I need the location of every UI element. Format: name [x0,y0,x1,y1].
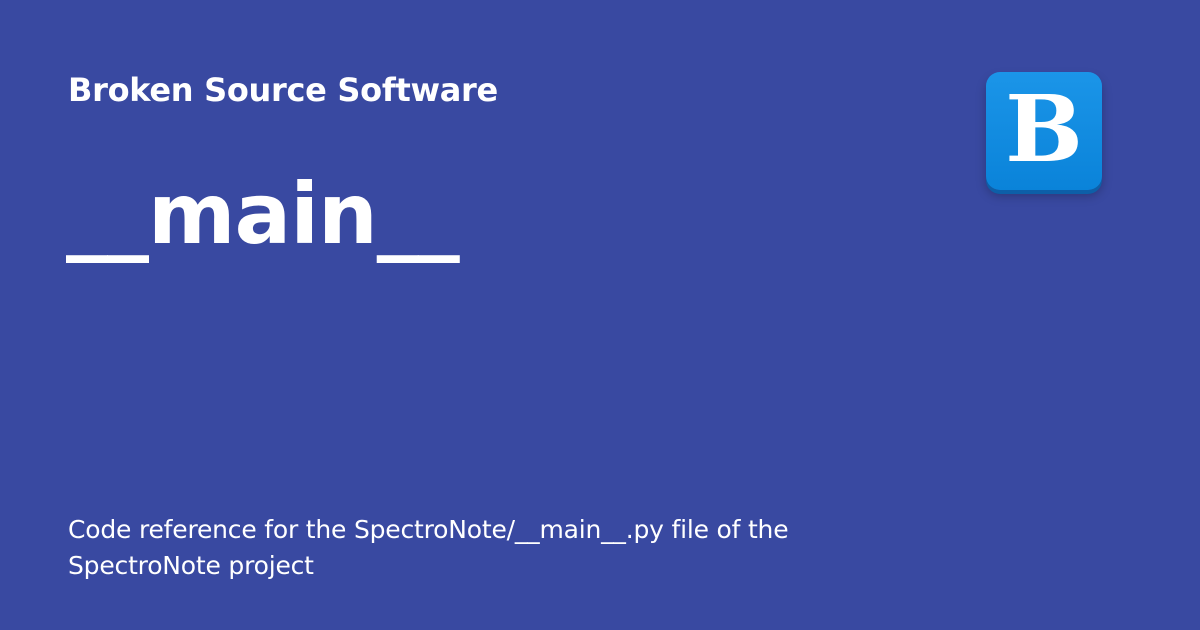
logo-letter: B [1005,75,1083,183]
broken-source-logo-icon: B [986,72,1102,190]
page-title: __main__ [66,165,460,263]
page-description: Code reference for the SpectroNote/__mai… [68,515,789,580]
site-name: Broken Source Software [68,71,498,109]
